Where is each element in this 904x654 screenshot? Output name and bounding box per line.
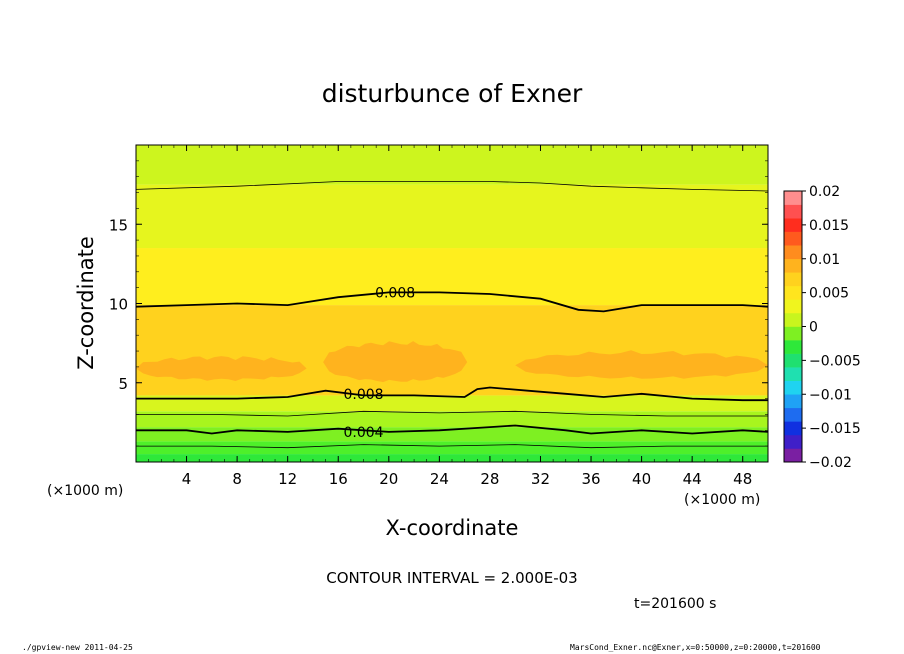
band-6	[136, 248, 768, 306]
x-tick-label-9: 40	[632, 470, 651, 488]
colorbar-segment-14	[784, 258, 802, 273]
contour-line-3	[136, 410, 768, 417]
colorbar-label-1: 0.015	[809, 218, 849, 234]
footer-right: MarsCond_Exner.nc@Exner,x=0:50000,z=0:20…	[570, 643, 821, 652]
contour-line-4	[136, 424, 769, 435]
high-patch-0	[136, 356, 307, 381]
band-4	[136, 395, 768, 412]
colorbar: 0.02 0.015 0.01 0.005 0 −0.005 −0.01 −0.015 −0.0…	[783, 184, 861, 471]
x-tick-label-11: 48	[733, 470, 752, 488]
colorbar-label-6: −0.01	[809, 387, 852, 403]
contour-line-5	[136, 444, 768, 449]
colorbar-label-3: 0.005	[809, 286, 849, 302]
y-axis-label: Z-coordinate	[74, 236, 98, 370]
x-tick-label-6: 28	[480, 470, 499, 488]
band-0	[136, 454, 768, 462]
chart-title: disturbunce of Exner	[322, 79, 583, 108]
footer-left: ./gpview-new 2011-04-25	[22, 643, 133, 652]
x-tick-label-5: 24	[430, 470, 449, 488]
filled-bands	[136, 145, 768, 462]
colorbar-segment-12	[784, 285, 802, 300]
colorbar-segment-10	[784, 312, 802, 327]
contour-label-0: 0.008	[375, 285, 415, 301]
x-tick-label-7: 32	[531, 470, 550, 488]
colorbar-segment-6	[784, 367, 802, 381]
colorbar-segment-18	[784, 204, 802, 219]
colorbar-label-4: 0	[809, 320, 818, 336]
x-tick-label-0: 4	[182, 470, 192, 488]
x-unit-right: (×1000 m)	[684, 492, 760, 508]
colorbar-segment-0	[784, 448, 802, 463]
contour-labels: 0.008 0.008 0.004	[343, 285, 415, 440]
y-tick-label-2: 15	[109, 216, 128, 234]
band-7	[136, 184, 768, 249]
x-axis-label: X-coordinate	[386, 516, 519, 540]
contour-interval-label: CONTOUR INTERVAL = 2.000E-03	[326, 569, 577, 587]
contour-label-1: 0.008	[343, 387, 383, 403]
colorbar-label-2: 0.01	[809, 252, 840, 268]
contour-label-2: 0.004	[343, 425, 383, 441]
plot-area: 0.008 0.008 0.004	[135, 144, 769, 463]
contour-line-2	[136, 386, 768, 402]
band-8	[136, 145, 768, 185]
y-tick-label-0: 5	[118, 375, 128, 393]
colorbar-label-7: −0.015	[809, 421, 861, 437]
colorbar-segment-5	[784, 380, 802, 395]
colorbar-segment-16	[784, 231, 802, 246]
high-patch-1	[323, 341, 468, 383]
x-axis: 4 8 12 16 20 24 28 32 36 40 44 48	[135, 145, 769, 488]
colorbar-segment-3	[784, 407, 802, 422]
time-label: t=201600 s	[634, 596, 716, 612]
colorbar-segment-2	[784, 421, 802, 436]
colorbar-segment-1	[784, 434, 802, 449]
colorbar-segment-11	[784, 299, 802, 314]
band-3	[136, 411, 768, 428]
contour-lines	[135, 181, 769, 449]
contour-line-0	[135, 181, 769, 192]
high-patch-2	[515, 350, 768, 379]
colorbar-segment-15	[784, 245, 802, 260]
x-tick-label-8: 36	[581, 470, 600, 488]
x-tick-label-2: 12	[278, 470, 297, 488]
colorbar-segment-7	[784, 353, 802, 368]
colorbar-segment-19	[784, 191, 802, 205]
colorbar-segment-9	[784, 326, 802, 341]
colorbar-label-0: 0.02	[809, 184, 840, 200]
colorbar-label-8: −0.02	[809, 455, 852, 471]
x-tick-label-4: 20	[379, 470, 398, 488]
x-tick-label-3: 16	[329, 470, 348, 488]
x-tick-label-10: 44	[683, 470, 702, 488]
y-tick-label-1: 10	[109, 296, 128, 314]
x-tick-label-1: 8	[232, 470, 242, 488]
y-axis: 5 10 15	[109, 144, 768, 463]
colorbar-segment-17	[784, 218, 802, 232]
colorbar-segment-4	[784, 394, 802, 409]
colorbar-segment-13	[784, 272, 802, 287]
high-value-patches	[136, 341, 768, 383]
colorbar-segment-8	[784, 340, 802, 354]
x-unit-left: (×1000 m)	[47, 483, 123, 499]
band-1	[136, 441, 768, 455]
contour-line-1	[135, 291, 769, 313]
colorbar-label-5: −0.005	[809, 353, 861, 369]
